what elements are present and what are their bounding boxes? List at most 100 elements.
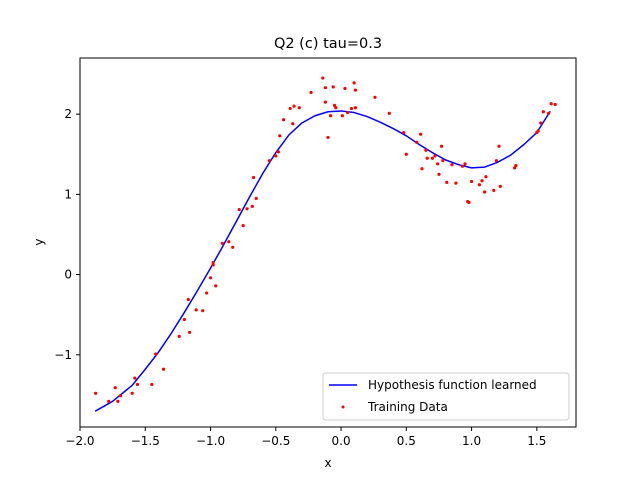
training-point <box>267 159 271 163</box>
legend-box <box>322 372 570 421</box>
training-point <box>343 86 347 91</box>
x-tick-label: 1.5 <box>527 434 546 448</box>
training-point <box>539 121 543 125</box>
training-point <box>445 180 449 184</box>
training-point <box>553 102 557 107</box>
x-tick-label: −1.5 <box>131 434 160 448</box>
training-point <box>245 207 249 211</box>
training-point <box>278 134 282 138</box>
training-point <box>194 308 198 312</box>
training-point <box>205 291 209 295</box>
training-point <box>439 144 444 148</box>
training-point <box>469 179 474 184</box>
training-point <box>353 106 358 110</box>
training-point <box>549 102 553 106</box>
training-point <box>135 382 140 387</box>
y-axis-label: y <box>32 238 46 245</box>
training-point <box>291 122 295 126</box>
training-point <box>329 114 333 118</box>
training-point <box>250 204 254 208</box>
training-point <box>321 76 325 80</box>
training-point <box>484 175 488 179</box>
x-tick-label: 0.5 <box>397 434 416 448</box>
training-point <box>220 241 224 245</box>
x-tick-label: 0.0 <box>332 434 351 448</box>
training-point <box>208 276 213 280</box>
hypothesis-line-group <box>94 110 551 412</box>
training-point <box>94 391 98 395</box>
training-point <box>373 95 377 99</box>
training-point <box>331 85 335 89</box>
x-axis-label: x <box>324 456 331 470</box>
training-point <box>404 152 408 156</box>
training-point <box>237 208 241 212</box>
training-point <box>514 163 518 168</box>
training-point <box>425 156 429 160</box>
training-point <box>297 106 301 110</box>
training-point <box>353 88 358 92</box>
x-tick-label: −0.5 <box>261 434 290 448</box>
training-point <box>188 330 192 334</box>
legend-label-training-data: Training Data <box>367 400 448 414</box>
training-point <box>214 284 218 288</box>
training-point <box>323 86 327 90</box>
training-point <box>430 156 435 160</box>
training-point <box>352 81 356 85</box>
training-point <box>402 131 406 135</box>
plot-frame <box>79 57 577 428</box>
training-point <box>419 132 423 136</box>
training-point <box>420 167 424 171</box>
training-point <box>415 140 419 144</box>
training-point <box>182 317 187 322</box>
training-point <box>211 263 215 267</box>
training-point <box>161 367 166 371</box>
training-point <box>460 164 465 168</box>
training-point <box>480 179 484 183</box>
training-point <box>450 163 454 167</box>
training-point <box>441 159 445 163</box>
legend-label-hypothesis: Hypothesis function learned <box>368 378 537 392</box>
training-point <box>177 334 181 338</box>
training-point <box>541 110 545 114</box>
training-point <box>463 162 467 166</box>
y-tick-label: 0 <box>64 268 72 282</box>
training-point <box>437 172 441 176</box>
training-point <box>513 166 517 170</box>
training-point <box>326 135 330 140</box>
training-point <box>309 90 313 95</box>
training-point <box>332 103 337 107</box>
legend-point-sample <box>341 405 345 409</box>
training-point <box>241 224 245 228</box>
training-point <box>536 129 540 133</box>
training-point <box>227 240 231 244</box>
training-point <box>546 111 551 115</box>
training-point <box>433 154 437 158</box>
training-point <box>276 150 280 154</box>
y-tick-label: 1 <box>64 187 72 201</box>
training-point <box>288 106 292 111</box>
training-point <box>107 399 111 403</box>
training-point <box>424 148 428 152</box>
training-point <box>113 386 117 390</box>
training-point <box>323 100 327 104</box>
training-point <box>483 190 487 194</box>
training-point <box>252 175 256 180</box>
training-point <box>498 184 502 188</box>
y-axis: −1 0 1 2 <box>54 107 80 362</box>
hypothesis-line <box>94 110 551 412</box>
training-point <box>334 106 338 110</box>
training-point <box>118 394 123 398</box>
training-point <box>154 352 158 356</box>
training-point <box>477 183 482 187</box>
training-point <box>387 111 391 115</box>
x-tick-label: −2.0 <box>65 434 94 448</box>
training-points-group <box>94 76 557 403</box>
training-point <box>133 376 137 380</box>
training-point <box>150 382 154 387</box>
x-axis: −2.0 −1.5 −1.0 −0.5 0.0 0.5 1.0 1.5 <box>65 427 546 448</box>
training-point <box>349 106 354 111</box>
training-point <box>497 144 501 148</box>
training-point <box>274 154 278 158</box>
training-point <box>282 118 286 122</box>
